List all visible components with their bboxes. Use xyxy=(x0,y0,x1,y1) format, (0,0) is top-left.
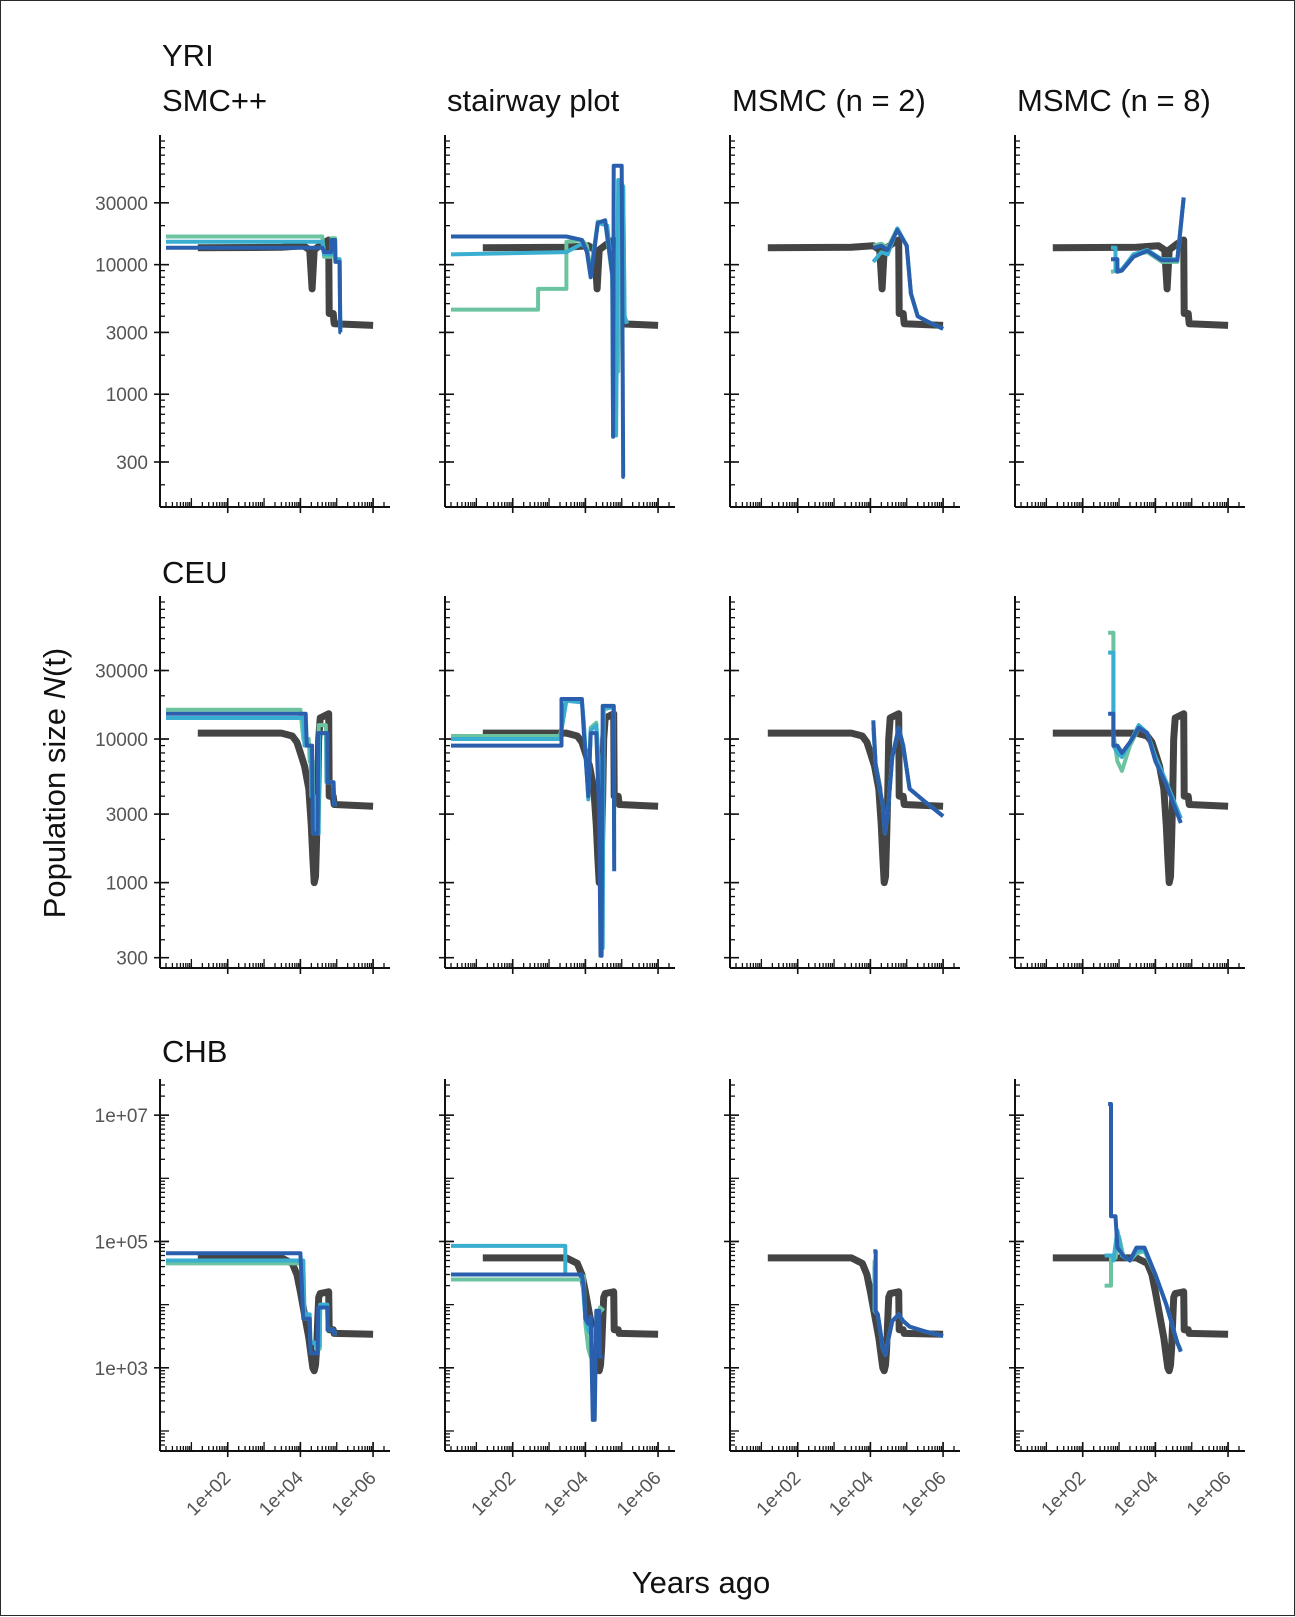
panel-chb-3-estimate-3 xyxy=(873,1249,944,1357)
x-axis-label: Years ago xyxy=(632,1565,770,1600)
y-axis-label: Population size N(t) xyxy=(37,648,72,919)
panel-chb-4-estimate-3 xyxy=(1108,1102,1183,1353)
panel-chb-2-estimate-3 xyxy=(451,1272,603,1422)
method-title-1: SMC++ xyxy=(162,83,267,118)
y-tick-label: 30000 xyxy=(95,662,148,683)
x-tick-label: 1e+02 xyxy=(183,1468,236,1521)
panel-ceu-4-estimate-3 xyxy=(1108,711,1183,824)
y-tick-label: 1e+07 xyxy=(95,1106,148,1127)
panel-ceu-4-truth-line xyxy=(1052,710,1229,887)
panel-chb-3-truth-line xyxy=(767,1254,944,1375)
x-tick-label: 1e+04 xyxy=(825,1467,878,1520)
method-title-3: MSMC (n = 2) xyxy=(732,83,926,118)
panel-yri-3-estimate-3 xyxy=(872,228,944,331)
panel-yri-1-truth-line xyxy=(197,236,374,329)
panel-chb-1-truth-line xyxy=(197,1254,374,1375)
y-tick-label: 1e+05 xyxy=(95,1232,148,1253)
panel-yri-2-estimate-3 xyxy=(451,163,626,479)
x-tick-label: 1e+04 xyxy=(1110,1467,1163,1520)
y-tick-label: 10000 xyxy=(95,730,148,751)
x-tick-label: 1e+02 xyxy=(753,1468,806,1521)
x-tick-label: 1e+06 xyxy=(613,1468,666,1521)
y-tick-label: 10000 xyxy=(95,256,148,277)
row-title-ceu: CEU xyxy=(162,555,227,590)
y-tick-label: 3000 xyxy=(106,323,148,344)
x-tick-label: 1e+04 xyxy=(540,1467,593,1520)
method-title-4: MSMC (n = 8) xyxy=(1017,83,1211,118)
panel-chb-1-estimate-3 xyxy=(166,1251,337,1356)
panel-yri-4-truth-line xyxy=(1052,236,1229,329)
y-tick-label: 1e+03 xyxy=(95,1359,148,1380)
panel-yri-4-estimate-3 xyxy=(1111,197,1186,274)
y-tick-label: 1000 xyxy=(106,385,148,406)
panel-ceu-1-truth-line xyxy=(197,710,374,887)
row-title-chb: CHB xyxy=(162,1034,227,1069)
x-tick-label: 1e+06 xyxy=(1183,1468,1236,1521)
x-tick-label: 1e+04 xyxy=(255,1467,308,1520)
panel-ceu-2-estimate-3 xyxy=(451,697,617,958)
panel-ceu-3-estimate-3 xyxy=(871,720,945,836)
panel-yri-1-estimate-3 xyxy=(166,238,343,335)
panel-ceu-1-estimate-3 xyxy=(166,711,337,836)
x-tick-label: 1e+02 xyxy=(468,1468,521,1521)
panel-chb-2-estimate-1 xyxy=(451,1274,606,1359)
x-tick-label: 1e+02 xyxy=(1038,1468,1091,1521)
method-title-2: stairway plot xyxy=(447,83,620,118)
y-tick-label: 3000 xyxy=(106,805,148,826)
y-tick-label: 30000 xyxy=(95,194,148,215)
panel-ceu-3-truth-line xyxy=(767,710,944,887)
panel-chb-4-truth-line xyxy=(1052,1254,1229,1375)
y-tick-label: 300 xyxy=(116,453,148,474)
row-title-yri: YRI xyxy=(162,38,214,73)
y-tick-label: 300 xyxy=(116,949,148,970)
x-tick-label: 1e+06 xyxy=(328,1468,381,1521)
x-tick-label: 1e+06 xyxy=(898,1468,951,1521)
y-tick-label: 1000 xyxy=(106,874,148,895)
